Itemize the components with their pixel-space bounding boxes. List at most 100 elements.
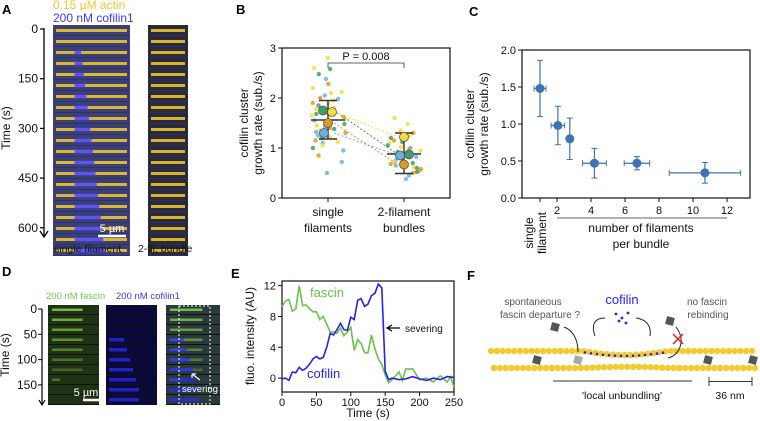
- kymograph-frame: [106, 335, 157, 344]
- panel-label-f: F: [467, 268, 475, 283]
- data-point: [335, 96, 341, 102]
- cofilin-molecule: [613, 354, 617, 358]
- actin-signal: [151, 29, 185, 32]
- data-point: [388, 135, 394, 141]
- time-arrow-icon-d: [38, 399, 46, 407]
- unbundling-label: 'local unbundling': [582, 390, 662, 402]
- kymograph-frame: [106, 345, 157, 354]
- actin-subunit: [493, 347, 500, 355]
- actin-subunit: [714, 347, 721, 355]
- actin-signal: [151, 249, 185, 252]
- fascin-signal: [52, 348, 83, 351]
- cofilin-signal: [74, 105, 88, 110]
- b-category-2b: bundles: [383, 221, 425, 235]
- y-tick-label: 1.5: [501, 82, 516, 94]
- data-point: [331, 126, 337, 132]
- data-point: [327, 66, 333, 72]
- fascin-signal: [170, 328, 203, 331]
- kymograph-frame: [48, 355, 99, 364]
- actin-signal: [151, 183, 185, 186]
- kymograph-two-filament-bundle: [148, 25, 188, 256]
- actin-subunit: [618, 363, 625, 371]
- fascin-line: [281, 285, 455, 388]
- cofilin-molecule: [649, 353, 653, 356]
- actin-subunit: [505, 347, 512, 355]
- actin-subunit: [641, 363, 648, 371]
- kymograph-frame: [166, 355, 220, 364]
- scale-bar-36nm: [708, 377, 753, 386]
- legend-fascin: 200 nM fascin: [46, 291, 105, 302]
- actin-subunit: [632, 351, 640, 358]
- actin-subunit: [702, 347, 709, 355]
- data-point: [310, 145, 316, 151]
- data-point: [411, 164, 416, 170]
- data-point: [329, 90, 334, 96]
- actin-subunit: [571, 364, 579, 372]
- cofilin-molecule: [589, 351, 593, 355]
- cofilin-signal: [169, 398, 199, 402]
- actin-subunit: [693, 364, 701, 372]
- actin-signal: [151, 150, 185, 153]
- cofilin-signal: [74, 171, 96, 176]
- cofilin-signal: [169, 378, 196, 382]
- fascin-signal: [52, 358, 83, 361]
- x-tick-label: 2: [554, 205, 560, 217]
- actin-subunit: [740, 364, 747, 372]
- cofilin-signal: [74, 160, 95, 165]
- cofilin-molecule: [625, 354, 629, 358]
- actin-signal: [151, 128, 185, 131]
- actin-subunit: [554, 364, 561, 372]
- x-tick-label: 50: [310, 397, 322, 409]
- data-point: [406, 173, 412, 178]
- plot-frame: [281, 47, 451, 199]
- b-category-1a: single: [312, 205, 344, 219]
- actin-signal: [56, 95, 127, 98]
- cofilin-molecule: [583, 351, 587, 354]
- legend-cofilin-d: 200 nM cofilin1: [116, 291, 180, 302]
- data-point: [414, 169, 420, 175]
- cofilin-molecule: [620, 316, 624, 320]
- c-ylabel-2: growth rate (sub./s): [477, 72, 491, 175]
- actin-subunit: [525, 364, 532, 372]
- cofilin-signal: [74, 226, 102, 231]
- actin-subunit: [743, 347, 750, 355]
- actin-subunit: [676, 364, 683, 372]
- y-tick-label: 2.0: [501, 45, 516, 57]
- data-point: [535, 83, 545, 93]
- data-point: [398, 144, 404, 150]
- caption-single-filament: single filament: [54, 243, 121, 255]
- cofilin-signal: [74, 248, 105, 253]
- time-tick-label: 0: [31, 22, 38, 36]
- data-point: [326, 81, 331, 87]
- data-point: [392, 115, 397, 121]
- y-tick-label: 0: [270, 193, 276, 205]
- actin-signal: [151, 62, 185, 65]
- time-tick-label: 150: [18, 72, 38, 86]
- replicate-link: [333, 111, 399, 138]
- cofilin-molecule: [643, 353, 647, 357]
- data-point: [403, 176, 409, 182]
- actin-signal: [56, 106, 127, 109]
- actin-signal: [56, 29, 127, 32]
- b-category-1b: filaments: [304, 221, 352, 235]
- panel-c: C 0.0 0.5 1.0 1.5 2.0 2 4 6 8 10 12 cofilin cluste…: [463, 4, 751, 254]
- data-point: [309, 113, 315, 118]
- actin-signal: [151, 194, 185, 197]
- actin-subunit: [731, 347, 738, 355]
- data-point: [385, 143, 390, 148]
- data-point: [316, 103, 321, 108]
- legend-cofilin: 200 nM cofilin1: [53, 11, 134, 25]
- data-point: [335, 139, 341, 145]
- actin-subunit: [728, 364, 735, 372]
- cofilin-signal: [109, 398, 139, 402]
- cofilin-signal: [169, 338, 184, 342]
- cofilin-molecule: [607, 354, 611, 357]
- actin-subunit: [722, 364, 730, 372]
- cofilin-signal: [109, 358, 130, 362]
- e-xlabel: Time (s): [346, 406, 390, 420]
- actin-subunit: [548, 364, 556, 372]
- departure-text-2: fascin departure ?: [500, 310, 580, 321]
- actin-subunit: [699, 364, 706, 372]
- kymograph-frame: [48, 375, 99, 384]
- data-point: [314, 123, 320, 128]
